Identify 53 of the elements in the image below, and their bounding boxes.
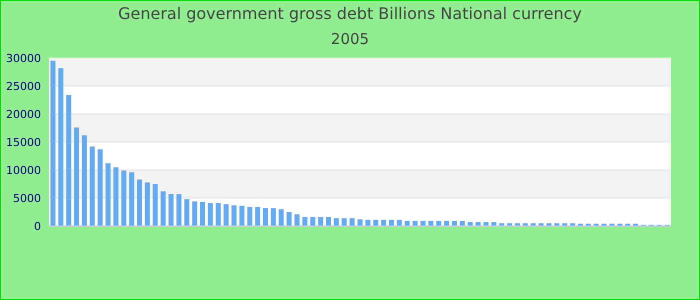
y-tick-label: 0: [34, 220, 41, 233]
bar: [129, 172, 134, 226]
bar: [168, 194, 174, 226]
bar: [350, 218, 355, 226]
bar: [357, 219, 362, 226]
y-tick-label: 20000: [6, 108, 41, 121]
bar: [113, 167, 118, 226]
bar: [121, 170, 126, 226]
bar: [137, 180, 142, 226]
bar: [208, 203, 213, 226]
bar: [247, 206, 252, 226]
chart-title: General government gross debt Billions National currency: [117, 3, 583, 25]
bar: [318, 217, 324, 226]
bar: [476, 222, 481, 226]
bar: [176, 194, 182, 226]
bar: [66, 94, 72, 226]
bar: [278, 209, 284, 226]
bar: [270, 208, 276, 226]
bar: [483, 222, 488, 226]
bar: [232, 205, 237, 226]
bar: [58, 68, 64, 226]
bar: [255, 206, 260, 226]
bar: [286, 212, 292, 226]
bar: [342, 218, 347, 226]
bar: [160, 191, 166, 226]
y-tick-label: 15000: [6, 136, 41, 149]
bar: [224, 204, 229, 226]
bar: [294, 214, 300, 226]
bar: [184, 199, 190, 226]
bar: [82, 135, 87, 226]
bar: [192, 201, 198, 226]
bar: [310, 217, 316, 226]
bar: [90, 146, 95, 226]
bar: [334, 218, 339, 226]
y-tick-label: 10000: [6, 164, 41, 177]
chart-subtitle: 2005: [330, 29, 370, 50]
bar: [239, 206, 244, 226]
bar: [106, 163, 111, 226]
bar: [302, 217, 308, 226]
bar: [200, 202, 206, 226]
bar: [491, 222, 496, 226]
y-tick-label: 25000: [6, 80, 41, 93]
bar: [216, 203, 221, 226]
bar: [98, 149, 103, 226]
y-tick-label: 30000: [6, 52, 41, 65]
bar: [468, 222, 473, 226]
bar: [263, 208, 268, 226]
bar: [326, 217, 331, 226]
bar: [50, 60, 56, 226]
bar: [152, 184, 158, 226]
bar: [144, 182, 150, 226]
y-tick-label: 5000: [13, 192, 41, 205]
bar: [74, 127, 80, 226]
